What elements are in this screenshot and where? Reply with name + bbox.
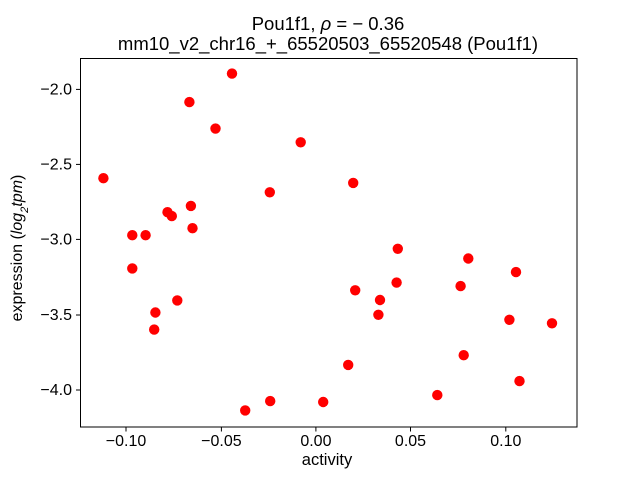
svg-text:expression (log2tpm): expression (log2tpm) [9, 175, 31, 322]
svg-text:0.10: 0.10 [490, 433, 521, 450]
svg-text:activity: activity [302, 451, 353, 469]
svg-text:0.00: 0.00 [300, 433, 331, 450]
svg-text:−0.10: −0.10 [106, 433, 147, 450]
svg-text:−2.0: −2.0 [40, 82, 72, 99]
svg-text:−2.5: −2.5 [40, 157, 72, 174]
svg-text:0.05: 0.05 [395, 433, 426, 450]
svg-text:mm10_v2_chr16_+_65520503_65520: mm10_v2_chr16_+_65520503_65520548 (Pou1f… [118, 33, 538, 55]
svg-text:−4.0: −4.0 [40, 382, 72, 399]
svg-text:−3.5: −3.5 [40, 307, 72, 324]
svg-text:−3.0: −3.0 [40, 232, 72, 249]
svg-text:Pou1f1, ρ = − 0.36: Pou1f1, ρ = − 0.36 [252, 13, 405, 34]
svg-text:−0.05: −0.05 [201, 433, 242, 450]
